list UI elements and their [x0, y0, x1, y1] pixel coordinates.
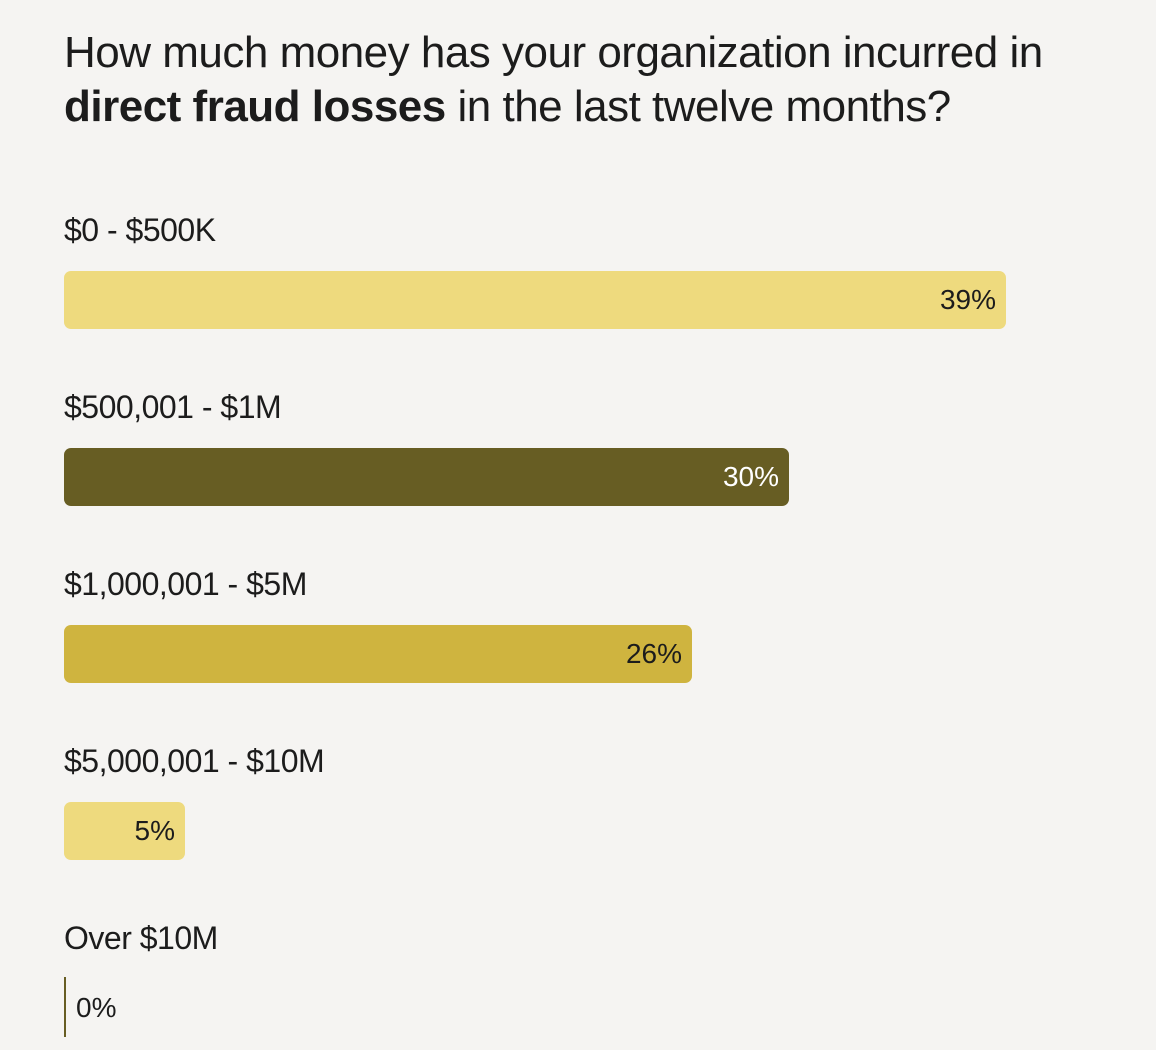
bar — [64, 625, 692, 683]
value-label: 0% — [76, 992, 117, 1023]
value-label: 39% — [939, 284, 996, 315]
category-label: Over $10M — [64, 920, 218, 956]
title-part2: in the last twelve months? — [457, 82, 952, 131]
chart-title: How much money has your organization inc… — [64, 26, 1134, 134]
title-part1: How much money has your organization inc… — [64, 28, 1043, 77]
category-label: $1,000,001 - $5M — [64, 566, 307, 602]
bar — [64, 271, 1006, 329]
value-label: 30% — [722, 461, 779, 492]
value-label: 26% — [625, 638, 682, 669]
bar — [64, 802, 185, 860]
category-label: $0 - $500K — [64, 212, 216, 248]
bar — [64, 977, 66, 1037]
bar — [64, 448, 789, 506]
category-label: $5,000,001 - $10M — [64, 743, 325, 779]
category-label: $500,001 - $1M — [64, 389, 282, 425]
value-label: 5% — [134, 815, 175, 846]
title-bold: direct fraud losses — [64, 82, 446, 131]
